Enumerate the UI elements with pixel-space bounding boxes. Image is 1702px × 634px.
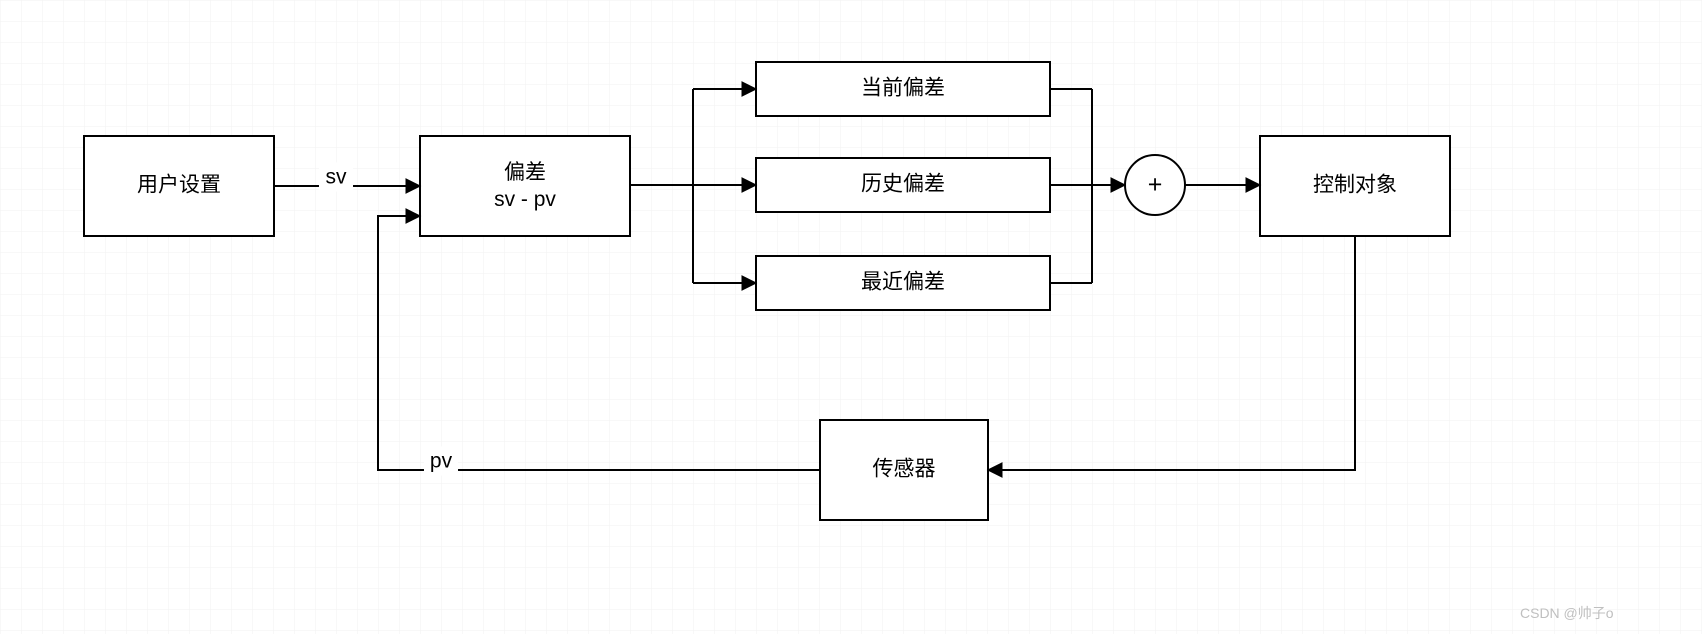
flowchart-svg: 用户设置 偏差 sv - pv 当前偏差 历史偏差 最近偏差 + 控制对象 传感… [0,0,1702,634]
node-current-deviation: 当前偏差 [756,62,1050,116]
node-recent-deviation-label: 最近偏差 [861,271,945,294]
node-history-deviation: 历史偏差 [756,158,1050,212]
node-user-setting: 用户设置 [84,136,274,236]
node-deviation: 偏差 sv - pv [420,136,630,236]
node-deviation-label-2: sv - pv [494,188,556,211]
watermark: CSDN @帅子o [1520,605,1614,621]
edge-label-pv: pv [424,447,458,476]
node-control-object: 控制对象 [1260,136,1450,236]
diagram-canvas: 用户设置 偏差 sv - pv 当前偏差 历史偏差 最近偏差 + 控制对象 传感… [0,0,1702,634]
node-history-deviation-label: 历史偏差 [861,173,945,196]
node-sensor-label: 传感器 [873,458,936,481]
edge-label-sv: sv [319,163,353,192]
node-current-deviation-label: 当前偏差 [861,77,945,100]
node-recent-deviation: 最近偏差 [756,256,1050,310]
node-sensor: 传感器 [820,420,988,520]
node-sum-label: + [1148,171,1163,199]
node-user-setting-label: 用户设置 [137,174,221,197]
edge-label-sv-text: sv [326,166,348,189]
edge-label-pv-text: pv [430,450,453,473]
node-control-object-label: 控制对象 [1313,174,1397,197]
node-deviation-label-1: 偏差 [504,161,546,184]
node-sum: + [1125,155,1185,215]
